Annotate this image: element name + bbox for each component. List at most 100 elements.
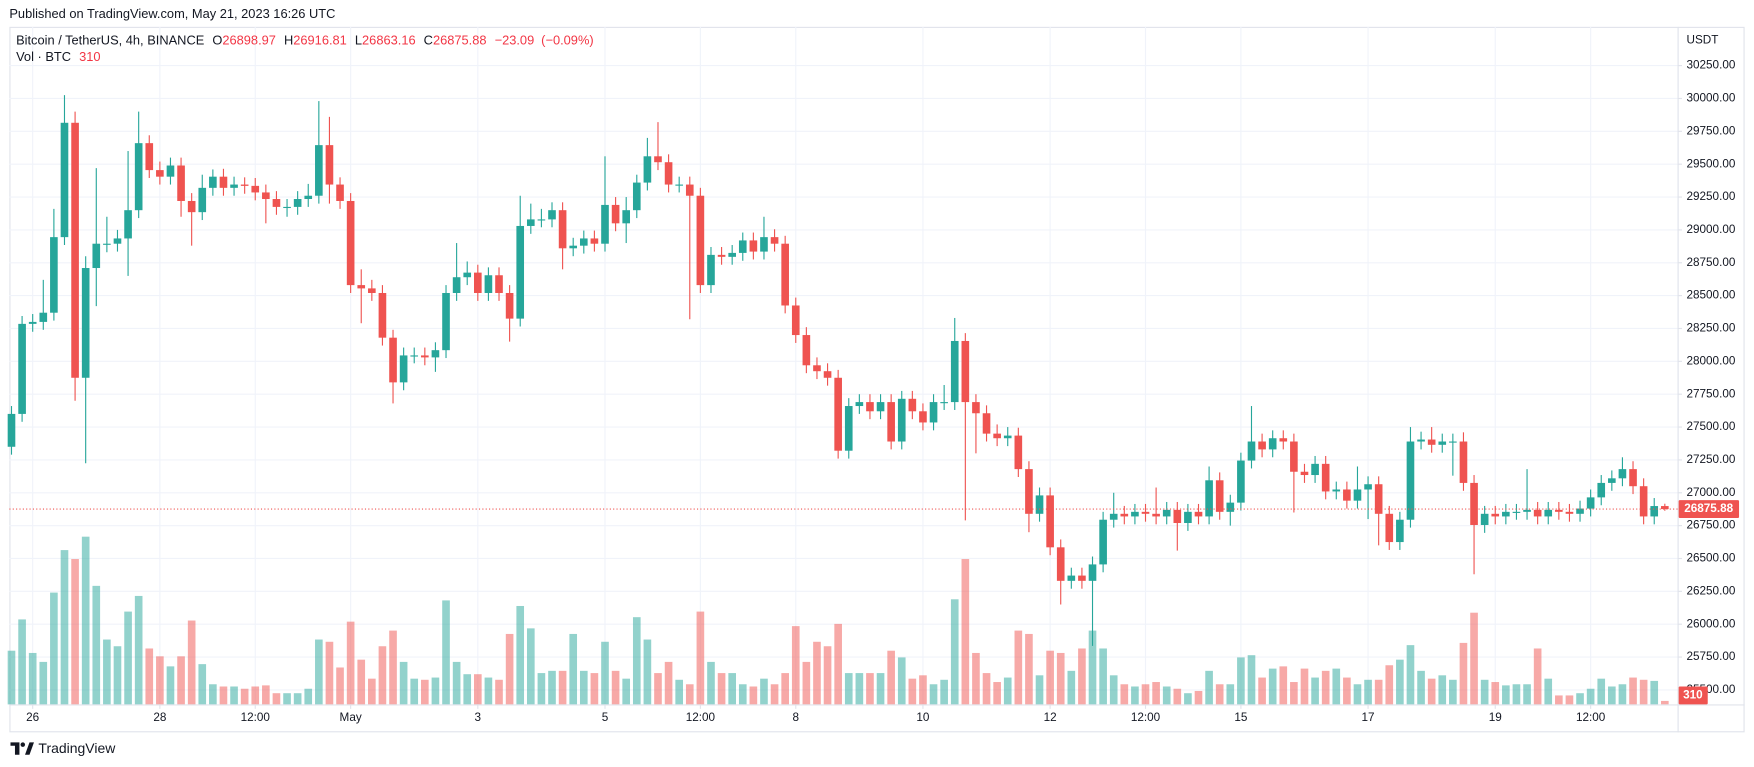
candle-body bbox=[813, 365, 821, 372]
volume-bar bbox=[1364, 679, 1372, 705]
last-price-tag bbox=[1678, 500, 1740, 519]
candle-body bbox=[781, 243, 789, 306]
volume-bar bbox=[1586, 688, 1595, 705]
candle-body bbox=[134, 143, 143, 211]
candle-body bbox=[484, 275, 493, 293]
volume-bar bbox=[1268, 668, 1277, 705]
candle-body bbox=[1173, 509, 1182, 524]
volume-bar bbox=[1396, 659, 1404, 705]
candle-body bbox=[442, 292, 450, 351]
candle-body bbox=[897, 398, 906, 442]
candle-body bbox=[145, 143, 154, 171]
candle-body bbox=[1046, 495, 1054, 548]
volume-bar bbox=[442, 600, 450, 705]
volume-bar bbox=[1247, 655, 1256, 705]
y-tick-label: 28250.00 bbox=[1686, 322, 1735, 335]
y-tick-label: 30000.00 bbox=[1686, 92, 1735, 105]
volume-bar bbox=[431, 677, 440, 705]
volume-bar bbox=[1215, 684, 1224, 705]
candle-body bbox=[368, 288, 376, 293]
candle-body bbox=[887, 402, 895, 442]
volume-bar bbox=[145, 648, 154, 705]
volume-bar bbox=[1353, 684, 1362, 705]
candles-pane bbox=[7, 95, 1678, 646]
candle-body bbox=[399, 355, 408, 383]
y-tick-label: 28000.00 bbox=[1686, 354, 1735, 367]
candle-body bbox=[50, 237, 58, 313]
volume-bar bbox=[632, 617, 641, 705]
volume-bar bbox=[919, 675, 927, 705]
candle-body bbox=[60, 122, 69, 238]
x-tick-label: 26 bbox=[26, 711, 39, 724]
volume-bar bbox=[1544, 678, 1553, 705]
candle-body bbox=[1618, 469, 1627, 479]
volume-bar bbox=[1533, 648, 1542, 705]
volume-bar bbox=[1650, 680, 1659, 705]
volume-bar bbox=[474, 674, 482, 705]
candle-body bbox=[717, 254, 726, 257]
candle-body bbox=[1629, 469, 1637, 487]
candle-body bbox=[1459, 441, 1468, 483]
candle-body bbox=[982, 413, 991, 434]
volume-bar bbox=[28, 652, 37, 705]
candle-body bbox=[1194, 511, 1203, 517]
candle-body bbox=[1523, 509, 1531, 512]
candle-body bbox=[1162, 509, 1171, 517]
y-tick-label: 27500.00 bbox=[1686, 420, 1735, 433]
volume-bar bbox=[940, 679, 948, 705]
volume-bar bbox=[71, 559, 79, 705]
candle-body bbox=[972, 402, 980, 414]
candle-body bbox=[1502, 511, 1510, 517]
volume-bar bbox=[601, 641, 609, 705]
volume-bar bbox=[675, 679, 683, 705]
volume-bar bbox=[251, 686, 260, 705]
candle-body bbox=[1120, 513, 1129, 517]
candle-body bbox=[1268, 438, 1277, 450]
volume-bar bbox=[1088, 630, 1097, 705]
candle-body bbox=[1099, 519, 1107, 565]
candle-body bbox=[855, 402, 864, 407]
volume-bar bbox=[1491, 682, 1500, 705]
y-tick-label: 26000.00 bbox=[1686, 617, 1735, 630]
legend-line: Bitcoin / TetherUS, 4h, BINANCE O26898.9… bbox=[16, 33, 594, 48]
volume-bar bbox=[505, 633, 514, 705]
symbol-title: Bitcoin / TetherUS, 4h, BINANCE bbox=[16, 33, 205, 48]
volume-bar bbox=[1003, 677, 1012, 705]
candle-body bbox=[1056, 547, 1065, 581]
x-tick-label: 12 bbox=[1044, 711, 1057, 724]
volume-bar bbox=[378, 646, 387, 705]
volume-bar bbox=[834, 623, 842, 705]
volume-bar bbox=[1618, 684, 1627, 705]
ohlc-value: 26863.16 bbox=[362, 33, 416, 48]
candle-body bbox=[569, 245, 578, 249]
volume-bar bbox=[240, 688, 249, 705]
candle-body bbox=[1258, 441, 1266, 450]
volume-bar bbox=[1321, 670, 1330, 705]
volume-bar bbox=[357, 659, 366, 705]
candle-body bbox=[336, 184, 344, 201]
change-percent: (−0.09%) bbox=[541, 33, 593, 48]
change: −23.09 bbox=[495, 33, 535, 48]
candle-body bbox=[961, 340, 970, 403]
candle-body bbox=[940, 402, 948, 404]
candle-body bbox=[272, 199, 281, 207]
y-tick-label: 26500.00 bbox=[1686, 552, 1735, 565]
grid bbox=[9, 26, 1678, 705]
volume-bar bbox=[1109, 675, 1118, 705]
candle-body bbox=[1067, 575, 1076, 581]
candle-body bbox=[283, 206, 291, 209]
candle-body bbox=[1109, 513, 1118, 520]
candle-body bbox=[92, 243, 101, 269]
volume-bar bbox=[1374, 679, 1383, 705]
candle-body bbox=[1491, 513, 1500, 517]
volume-bar bbox=[1258, 677, 1266, 705]
candle-body bbox=[378, 292, 387, 338]
candle-body bbox=[950, 340, 959, 403]
candle-body bbox=[1014, 435, 1023, 470]
volume-bar bbox=[18, 619, 26, 705]
candle-body bbox=[664, 162, 673, 185]
volume-bar bbox=[738, 684, 747, 705]
volume-bar bbox=[664, 661, 673, 705]
candle-body bbox=[1300, 471, 1309, 476]
y-tick-label: 26250.00 bbox=[1686, 584, 1735, 597]
